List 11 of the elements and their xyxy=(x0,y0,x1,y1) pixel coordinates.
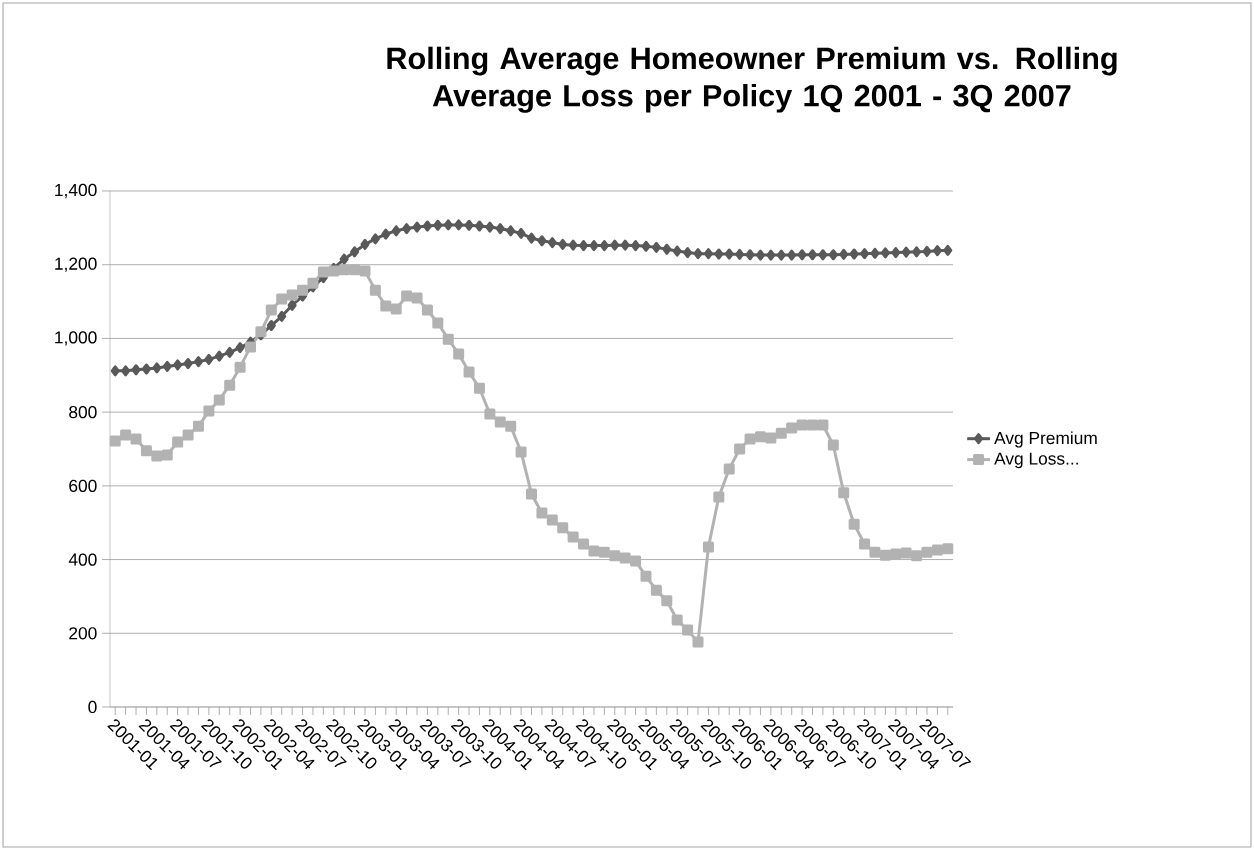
legend-label: Avg Loss... xyxy=(994,452,1078,469)
legend-label: Avg Premium xyxy=(994,431,1097,448)
y-tick-label: 1,200 xyxy=(55,257,97,272)
chart-title: Rolling Average Homeowner Premium vs. Rolling Average Loss per Policy 1Q 2001 - 3Q 2007 xyxy=(387,46,1117,113)
y-tick-label: 800 xyxy=(69,405,97,419)
y-tick-label: 600 xyxy=(69,479,97,492)
y-tick-label: 1,400 xyxy=(55,183,97,199)
y-tick-label: 1,000 xyxy=(55,331,97,346)
y-tick-label: 0 xyxy=(88,700,97,714)
y-tick-label: 400 xyxy=(68,553,97,566)
y-tick-label: 200 xyxy=(69,627,97,640)
